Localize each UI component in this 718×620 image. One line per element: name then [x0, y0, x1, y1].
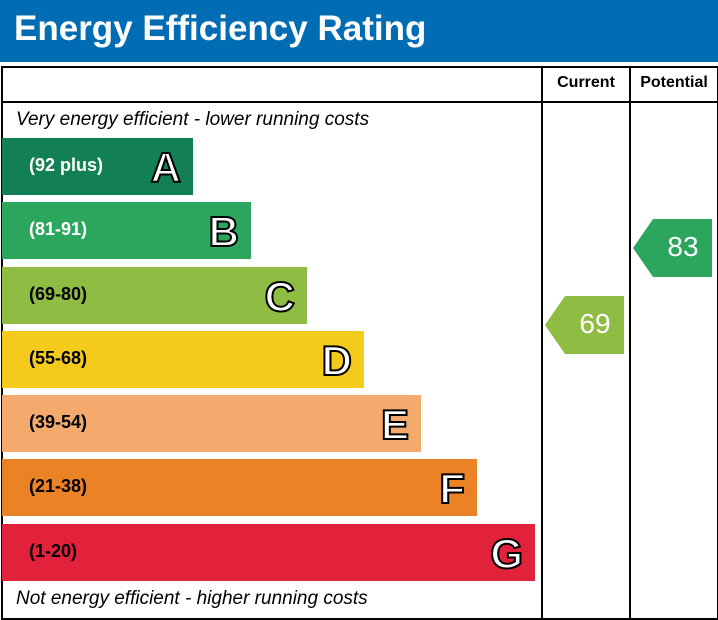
band-b: (81-91) [2, 202, 251, 259]
band-d: (55-68) [2, 331, 364, 388]
column-divider [541, 66, 543, 618]
band-range: (69-80) [29, 284, 88, 304]
potential-rating-value: 83 [667, 231, 699, 262]
column-divider [629, 66, 631, 618]
band-letter-a: A [151, 144, 181, 191]
band-letter-c: C [265, 273, 295, 320]
potential-column-header: Potential [640, 74, 708, 91]
band-e: (39-54) [2, 395, 421, 452]
bottom-note: Not energy efficient - higher running co… [16, 588, 368, 609]
band-a: (92 plus) [2, 138, 193, 195]
band-range: (92 plus) [29, 155, 104, 175]
band-range: (21-38) [29, 476, 88, 496]
title-bar: Energy Efficiency Rating [0, 0, 718, 62]
header-divider [1, 101, 717, 103]
band-letter-b: B [209, 208, 239, 255]
potential-rating-arrow: 83 [633, 219, 712, 277]
band-letter-e: E [381, 401, 409, 448]
band-letter-f: F [439, 465, 465, 512]
band-letter-g: G [490, 530, 523, 577]
band-letter-d: D [322, 337, 352, 384]
band-range: (55-68) [29, 348, 88, 368]
top-note: Very energy efficient - lower running co… [16, 109, 370, 130]
page-title: Energy Efficiency Rating [14, 9, 427, 48]
current-arrow-shape [545, 296, 624, 354]
band-c: (69-80) [2, 267, 307, 324]
current-rating-arrow: 69 [545, 296, 624, 354]
band-range: (39-54) [29, 412, 88, 432]
current-column-header: Current [557, 74, 615, 91]
current-rating-value: 69 [579, 308, 611, 339]
potential-arrow-shape [633, 219, 712, 277]
band-f: (21-38) [2, 459, 477, 516]
band-range: (81-91) [29, 219, 88, 239]
band-range: (1-20) [29, 541, 78, 561]
band-g: (1-20) [2, 524, 535, 581]
